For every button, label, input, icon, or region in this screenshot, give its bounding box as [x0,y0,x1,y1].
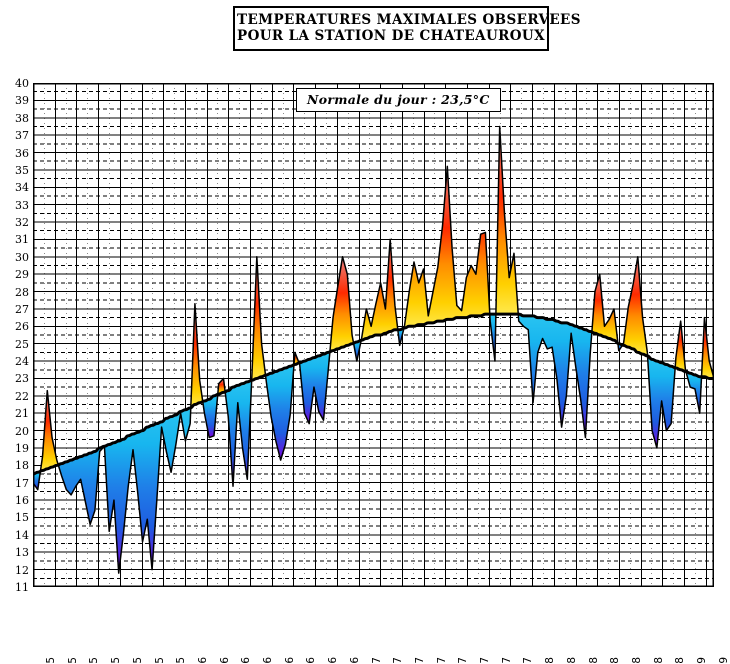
y-tick-label: 39 [15,94,29,108]
x-axis: Sa 04/05 Me 08/05 Di 12/05 Je 16/05 Lu 20/05… [33,589,730,664]
x-tick-label: Me 03/07 [371,657,383,664]
x-tick-label: Ma 23/07 [479,657,491,664]
x-tick-label: Sa 24/08 [653,657,665,664]
y-tick-label: 13 [15,546,29,560]
x-tick-label: Di 09/06 [240,657,252,664]
y-tick-label: 23 [15,372,29,386]
y-tick-label: 34 [15,181,29,195]
plot-area [33,83,714,587]
x-tick-label: Lu 20/05 [132,657,144,664]
x-tick-label: Me 31/07 [522,657,534,664]
x-tick-label: Ve 24/05 [154,657,166,664]
x-tick-label: Ve 21/06 [305,657,317,664]
x-tick-label: Ma 28/05 [175,657,187,664]
y-tick-label: 32 [15,216,29,230]
x-tick-label: Me 28/08 [674,657,686,664]
y-tick-label: 29 [15,268,29,282]
x-tick-label: Di 04/08 [544,657,556,664]
y-tick-label: 31 [15,233,29,247]
x-tick-label: Ve 19/07 [457,657,469,664]
y-tick-label: 22 [15,389,29,403]
y-tick-label: 17 [15,476,29,490]
x-tick-label: Sa 29/06 [349,657,361,664]
chart-title-box: TEMPERATURES MAXIMALES OBSERVEES POUR LA… [233,6,581,51]
x-tick-label: Sa 04/05 [45,657,57,664]
x-tick-label: Sa 01/06 [197,657,209,664]
x-tick-label: Lu 17/06 [284,657,296,664]
x-tick-label: Di 07/07 [392,657,404,664]
chart-title-line-2: POUR LA STATION DE CHATEAUROUX [237,28,545,44]
y-tick-label: 19 [15,441,29,455]
y-tick-label: 33 [15,198,29,212]
x-tick-label: Me 05/06 [219,657,231,664]
y-tick-label: 11 [15,581,29,594]
x-tick-label: Me 08/05 [67,657,79,664]
chart-title-line-1: TEMPERATURES MAXIMALES OBSERVEES [237,12,581,28]
y-tick-label: 16 [15,494,29,508]
y-tick-label: 36 [15,146,29,160]
x-tick-label: Je 16/05 [110,657,122,664]
x-tick-label: Sa 27/07 [501,657,513,664]
y-tick-label: 14 [15,528,29,542]
y-tick-label: 26 [15,320,29,334]
y-tick-label: 30 [15,250,29,264]
x-tick-label: Di 12/05 [88,657,100,664]
x-tick-label: Lu 12/08 [588,657,600,664]
x-tick-label: Je 08/08 [566,657,578,664]
y-tick-label: 24 [15,355,29,369]
x-tick-label: Lu 15/07 [436,657,448,664]
y-tick-label: 40 [15,77,29,90]
y-tick-label: 28 [15,285,29,299]
y-tick-label: 37 [15,129,29,143]
y-axis: 40 39 38 37 36 35 34 33 32 31 30 29 28 27 26 25 24 23 22 21… [0,78,29,593]
x-tick-label: Je 13/06 [262,657,274,664]
y-tick-label: 38 [15,111,29,125]
y-tick-label: 18 [15,459,29,473]
y-tick-label: 25 [15,337,29,351]
x-tick-label: Ma 25/06 [327,657,339,664]
y-tick-label: 20 [15,424,29,438]
x-tick-label: Di 01/09 [696,657,708,664]
y-tick-label: 27 [15,302,29,316]
x-tick-label: Ma 20/08 [631,657,643,664]
x-tick-label: Je 11/07 [414,657,426,664]
x-tick-label: Ve 16/08 [609,657,621,664]
temperature-chart [33,83,714,587]
normal-annotation: Normale du jour : 23,5°C [296,88,501,112]
y-tick-label: 21 [15,407,29,421]
x-tick-label: Je 05/09 [718,657,730,664]
y-tick-label: 12 [15,563,29,577]
y-tick-label: 35 [15,163,29,177]
y-tick-label: 15 [15,511,29,525]
